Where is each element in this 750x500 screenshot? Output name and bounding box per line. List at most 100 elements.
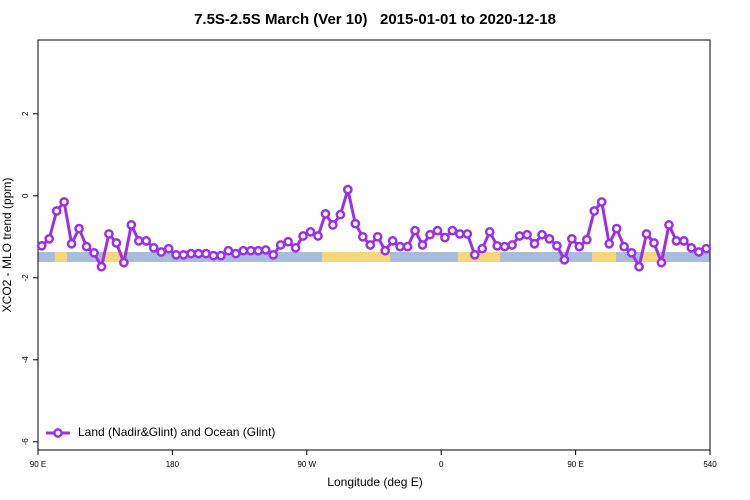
series-marker (402, 241, 413, 252)
y-tick-label: -2 (21, 274, 30, 282)
x-tick-label: 90 W (297, 460, 316, 469)
series-marker (514, 231, 525, 241)
y-tick-label: 0 (21, 193, 30, 198)
series-marker (320, 208, 331, 219)
series-marker (238, 245, 249, 256)
series-marker (686, 243, 697, 253)
land-band (55, 252, 67, 262)
y-tick-label: -6 (21, 438, 30, 446)
land-band (592, 252, 616, 262)
series-marker (51, 206, 62, 216)
series-marker (74, 223, 84, 234)
land-band (642, 252, 660, 262)
x-tick-label: 180 (166, 460, 180, 469)
series-marker (492, 240, 503, 251)
series-marker (343, 184, 353, 195)
series-marker (477, 243, 488, 254)
series-marker (335, 209, 346, 220)
series-marker (387, 236, 398, 246)
series-marker (581, 234, 592, 245)
series-marker (649, 238, 659, 248)
series-marker (268, 249, 279, 260)
series-marker (410, 225, 420, 236)
series-marker (372, 231, 383, 242)
series-marker (417, 240, 428, 250)
series-marker (111, 238, 122, 248)
series-marker (611, 223, 622, 234)
series-marker (59, 197, 69, 207)
series-marker (447, 225, 458, 236)
series-marker (283, 236, 293, 247)
series-marker (567, 234, 577, 244)
series-marker (604, 238, 615, 249)
series-marker (313, 231, 323, 241)
series-marker (589, 206, 600, 216)
series-marker (619, 241, 629, 252)
series-marker (499, 241, 510, 252)
series-marker (679, 236, 689, 246)
series-marker (96, 261, 107, 272)
series-marker (156, 247, 167, 257)
series-marker (253, 245, 264, 256)
series-marker (163, 243, 174, 254)
series-marker (357, 231, 368, 242)
series-marker (141, 236, 152, 246)
series-marker (178, 249, 189, 260)
series-marker (231, 248, 241, 259)
series-marker (126, 220, 137, 230)
land-band (322, 252, 390, 262)
x-tick-label: 90 E (567, 460, 583, 469)
series-marker (171, 249, 181, 260)
series-marker (701, 243, 712, 254)
series-marker (634, 261, 644, 272)
series-marker (537, 229, 547, 240)
x-tick-label: 0 (439, 460, 444, 469)
series-marker (693, 247, 704, 257)
series-marker (305, 227, 316, 237)
series-marker (208, 250, 219, 261)
series-marker (36, 240, 47, 251)
series-marker (440, 232, 450, 243)
series-marker (89, 247, 99, 258)
y-tick-label: -4 (21, 356, 30, 364)
series-marker (365, 240, 376, 250)
series-marker (201, 248, 211, 259)
series-marker (223, 245, 234, 256)
series-marker (245, 245, 256, 256)
series-marker (81, 241, 92, 252)
series-marker (559, 254, 570, 265)
series-marker (133, 236, 144, 246)
series-marker (656, 257, 667, 268)
series-marker (395, 241, 405, 252)
series-marker (507, 240, 517, 250)
land-ocean-strip (38, 252, 710, 262)
series-marker (66, 238, 77, 249)
series-marker (522, 229, 532, 240)
series-marker (44, 234, 55, 244)
series-marker (104, 229, 114, 239)
series-marker (290, 243, 301, 253)
land-band (105, 252, 125, 262)
series-marker (455, 229, 465, 239)
series-marker (529, 238, 540, 249)
series-marker (425, 229, 435, 240)
chart-title: 7.5S-2.5S March (Ver 10) 2015-01-01 to 2… (194, 11, 556, 28)
series-marker (596, 197, 607, 207)
series-marker (193, 248, 204, 259)
series-marker (380, 245, 391, 256)
series-marker (671, 236, 682, 246)
series-marker (186, 248, 196, 259)
series-marker (641, 229, 652, 239)
x-tick-label: 540 (703, 460, 717, 469)
y-tick-label: 2 (21, 111, 30, 116)
series-marker (484, 227, 495, 237)
series-marker (260, 245, 271, 255)
series-marker (298, 231, 308, 241)
series-marker (328, 220, 338, 230)
series-marker (552, 240, 562, 251)
series-marker (469, 249, 480, 260)
series-marker (626, 247, 637, 258)
x-tick-label: 90 E (30, 460, 46, 469)
series-marker (544, 234, 555, 244)
series-marker (275, 240, 286, 250)
